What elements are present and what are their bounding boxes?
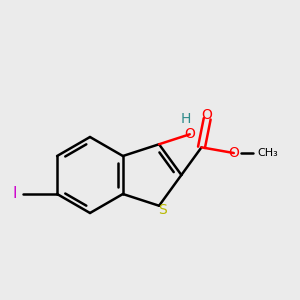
Text: O: O	[202, 108, 213, 122]
Text: H: H	[181, 112, 191, 126]
Text: I: I	[13, 187, 17, 202]
Text: CH₃: CH₃	[257, 148, 278, 158]
Text: O: O	[184, 127, 195, 141]
Text: S: S	[158, 203, 167, 217]
Text: O: O	[228, 146, 239, 160]
